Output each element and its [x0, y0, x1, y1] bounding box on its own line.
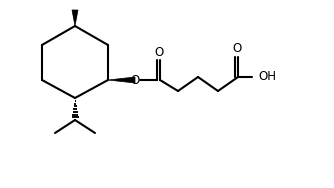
Text: O: O — [154, 45, 164, 58]
Polygon shape — [108, 77, 135, 83]
Polygon shape — [72, 10, 78, 26]
Text: O: O — [130, 74, 140, 86]
Text: OH: OH — [258, 70, 276, 83]
Text: O: O — [232, 42, 241, 55]
